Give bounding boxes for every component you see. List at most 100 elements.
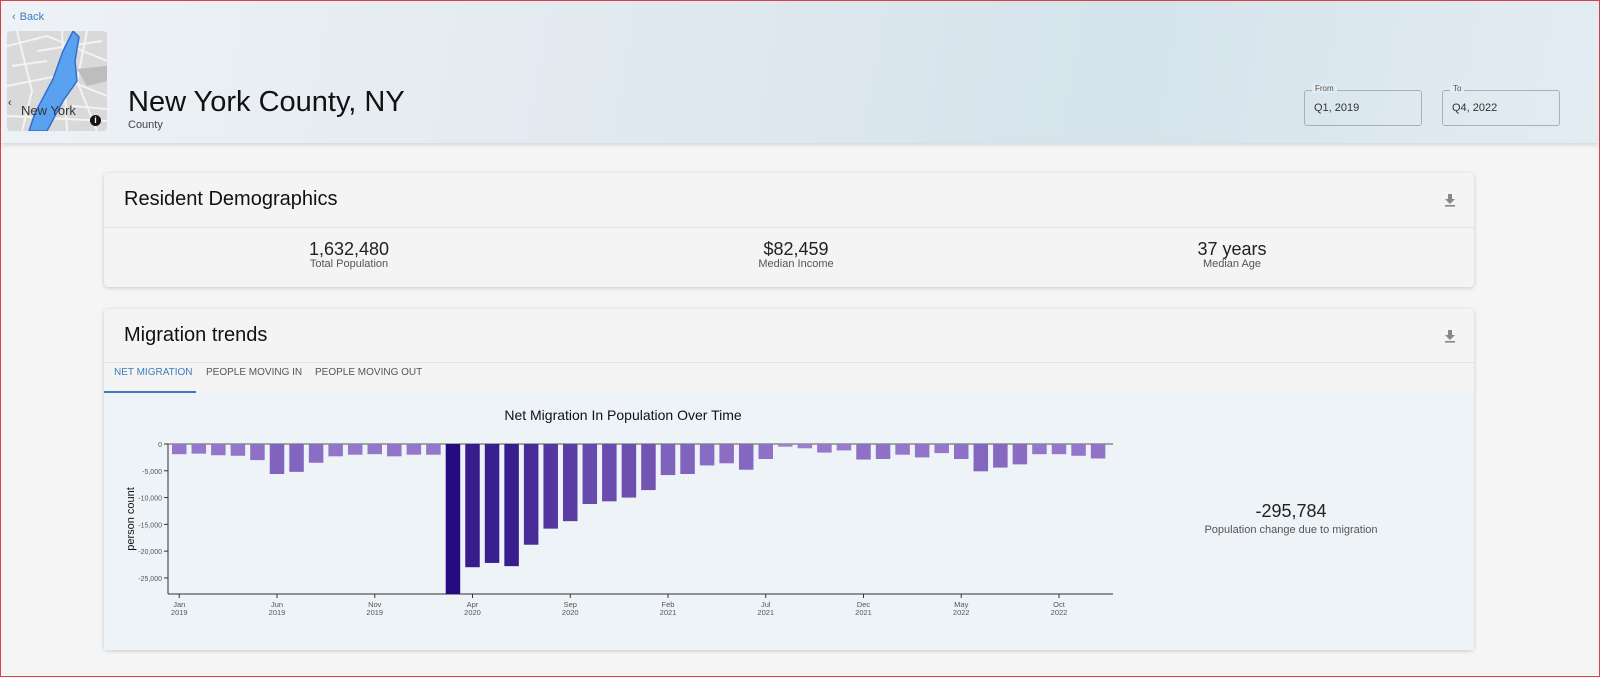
x-tick-label: 2019 (269, 608, 286, 617)
x-tick-label: 2019 (171, 608, 188, 617)
bar (406, 444, 422, 455)
stat-median-income: $82,459 Median Income (646, 239, 946, 270)
bar (758, 444, 773, 459)
bar (680, 444, 695, 474)
download-icon[interactable] (1444, 329, 1456, 343)
tab-net-migration[interactable]: NET MIGRATION (114, 367, 193, 378)
bar (387, 444, 402, 457)
x-tick-label: Jan (173, 600, 185, 609)
x-tick-label: Apr (467, 600, 479, 609)
x-tick-label: 2021 (660, 608, 677, 617)
back-link[interactable]: ‹ Back (12, 11, 44, 23)
bar (973, 444, 989, 472)
bar (504, 444, 519, 567)
bar (563, 444, 578, 522)
from-label: From (1312, 84, 1337, 93)
download-icon[interactable] (1444, 193, 1456, 207)
divider (104, 362, 1474, 363)
bar (250, 444, 265, 461)
bar (445, 444, 461, 594)
y-tick-label: -10,000 (138, 496, 162, 503)
chart-panel (104, 393, 1474, 650)
x-tick-label: 2020 (464, 608, 481, 617)
bar (993, 444, 1008, 468)
x-tick-label: Nov (368, 600, 382, 609)
x-tick-label: Sep (564, 600, 577, 609)
bar (875, 444, 891, 459)
bar (895, 444, 910, 455)
bar (582, 444, 598, 504)
bar (308, 444, 324, 463)
info-icon[interactable]: i (90, 115, 101, 126)
bar (954, 444, 969, 459)
y-tick-label: -5,000 (142, 469, 162, 476)
bar (172, 444, 187, 455)
bar (719, 444, 734, 464)
to-date-field[interactable]: To Q4, 2022 (1442, 84, 1560, 126)
bar (797, 444, 813, 449)
back-label: Back (19, 11, 45, 23)
active-tab-indicator (104, 391, 196, 393)
x-tick-label: 2022 (953, 608, 970, 617)
stat-value: 1,632,480 (308, 239, 390, 259)
bar (836, 444, 852, 451)
x-tick-label: Jul (761, 600, 771, 609)
bar (699, 444, 715, 466)
x-tick-label: 2020 (562, 608, 579, 617)
y-tick-label: -25,000 (138, 576, 162, 583)
bar (211, 444, 226, 456)
bar (484, 444, 500, 563)
bar (426, 444, 441, 455)
x-tick-label: 2021 (855, 608, 872, 617)
bar (1071, 444, 1086, 456)
y-tick-label: -15,000 (138, 522, 162, 529)
x-tick-label: 2019 (366, 608, 383, 617)
from-value: Q1, 2019 (1314, 102, 1360, 114)
bar (738, 444, 754, 470)
bar (778, 444, 793, 447)
bar (1032, 444, 1047, 455)
chart-title: Net Migration In Population Over Time (504, 407, 742, 423)
page-subtitle: County (128, 119, 163, 131)
migration-total: -295,784 Population change due to migrat… (1171, 501, 1411, 536)
x-tick-label: Dec (857, 600, 871, 609)
stat-median-age: 37 years Median Age (1082, 239, 1382, 270)
x-tick-label: Oct (1053, 600, 1066, 609)
bar (856, 444, 871, 460)
county-map-icon (7, 31, 107, 131)
bar (328, 444, 343, 457)
bar (641, 444, 656, 491)
bar (621, 444, 637, 498)
stat-label: Median Age (1202, 258, 1262, 270)
bar (543, 444, 558, 529)
tab-people-moving-out[interactable]: PEOPLE MOVING OUT (315, 367, 423, 378)
divider (104, 227, 1474, 228)
x-tick-label: May (954, 600, 968, 609)
x-tick-label: Jun (271, 600, 283, 609)
bar (1090, 444, 1106, 459)
map-thumbnail[interactable]: ‹ New York i (7, 31, 107, 131)
chevron-left-icon: ‹ (12, 11, 16, 23)
x-tick-label: Feb (662, 600, 675, 609)
y-axis-label: person count (125, 487, 137, 551)
bar (934, 444, 949, 454)
bar (660, 444, 676, 476)
y-tick-label: -20,000 (138, 549, 162, 556)
bar (269, 444, 285, 474)
chevron-left-icon[interactable]: ‹ (8, 97, 12, 109)
demographics-card: Resident Demographics 1,632,480 Total Po… (104, 173, 1474, 287)
bar (191, 444, 207, 454)
page-header: ‹ Back ‹ New York i New York County, NY C… (1, 1, 1599, 143)
tab-people-moving-in[interactable]: PEOPLE MOVING IN (206, 367, 303, 378)
from-date-field[interactable]: From Q1, 2019 (1304, 84, 1422, 126)
map-label: New York (21, 103, 76, 118)
x-tick-label: 2021 (757, 608, 774, 617)
bar (289, 444, 304, 472)
migration-total-value: -295,784 (1255, 501, 1327, 521)
bar (230, 444, 246, 456)
migration-title: Migration trends (124, 324, 268, 346)
bar (523, 444, 539, 545)
bar (817, 444, 832, 453)
stat-value: 37 years (1197, 239, 1267, 259)
stat-label: Total Population (309, 258, 389, 270)
